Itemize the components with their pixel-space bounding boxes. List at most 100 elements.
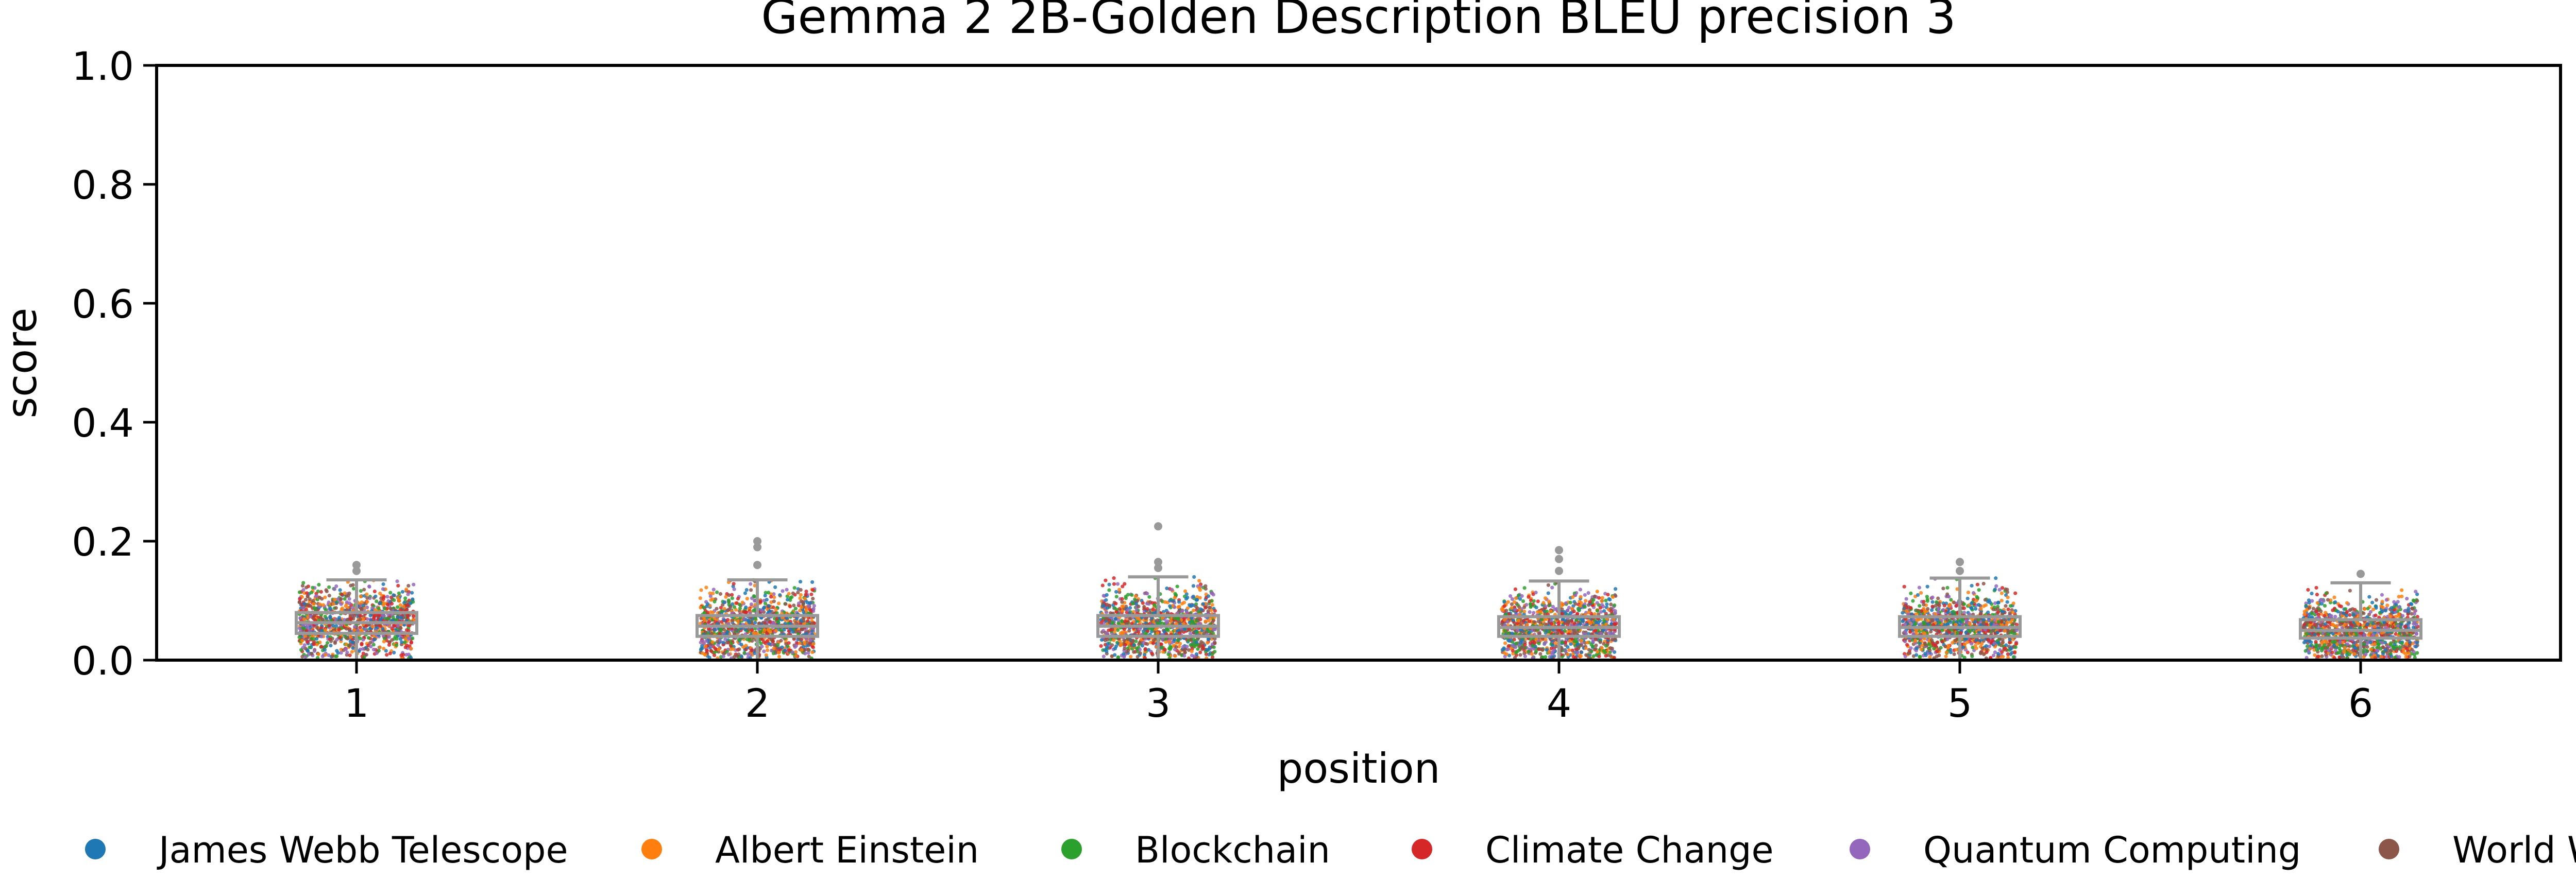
data-point [394, 618, 398, 622]
data-point [700, 644, 704, 648]
data-point [1543, 596, 1548, 600]
data-point [1173, 654, 1177, 658]
data-point [731, 647, 735, 651]
data-point [785, 588, 789, 592]
data-point [1609, 607, 1613, 611]
data-point [1527, 631, 1531, 635]
data-point [718, 592, 723, 596]
data-point [767, 604, 771, 608]
data-point [736, 619, 740, 623]
data-point [752, 631, 756, 635]
data-point [1591, 598, 1596, 602]
data-point [811, 642, 816, 646]
data-point [717, 647, 721, 651]
data-point [400, 590, 405, 594]
data-point [1163, 600, 1167, 604]
data-point [334, 654, 339, 659]
data-point [382, 647, 386, 651]
data-point [715, 590, 719, 594]
data-point [1566, 652, 1570, 657]
data-point [1190, 649, 1194, 653]
data-point [1182, 627, 1187, 631]
outlier-point [1555, 566, 1563, 575]
data-point [1110, 620, 1115, 625]
data-point [1168, 604, 1172, 608]
data-point [1572, 631, 1577, 635]
data-point [406, 652, 411, 657]
data-point [1506, 600, 1510, 604]
data-point [303, 597, 308, 602]
data-point [333, 617, 338, 622]
data-point [297, 590, 302, 594]
data-point [769, 595, 773, 599]
data-point [804, 593, 808, 597]
data-point [1204, 619, 1208, 624]
outlier-point [753, 561, 761, 570]
data-point [768, 620, 772, 624]
data-point [348, 640, 352, 644]
data-point [1564, 649, 1568, 653]
data-point [298, 597, 302, 601]
data-point [1163, 648, 1167, 652]
data-point [792, 586, 796, 590]
data-point [308, 645, 312, 649]
data-point [1141, 601, 1145, 605]
data-point [392, 650, 396, 654]
data-point [778, 593, 782, 597]
data-point [1184, 597, 1189, 601]
data-point [391, 615, 395, 619]
data-point [335, 649, 339, 653]
data-point [752, 594, 756, 598]
data-point [327, 624, 331, 628]
data-point [315, 643, 319, 647]
data-point [798, 641, 802, 645]
data-point [1600, 599, 1604, 603]
data-point [315, 594, 319, 598]
data-point [1117, 588, 1122, 592]
data-point [1937, 653, 1941, 658]
data-point [803, 597, 807, 601]
data-point [331, 654, 335, 659]
data-point [753, 617, 757, 621]
data-point [1502, 646, 1506, 650]
data-point [1137, 605, 1141, 609]
data-point [340, 592, 344, 597]
data-point [1602, 642, 1606, 646]
data-point [1099, 644, 1103, 648]
data-point [1532, 599, 1536, 603]
data-point [351, 583, 355, 587]
data-point [699, 588, 703, 592]
data-point [1131, 601, 1135, 606]
data-point [1580, 650, 1584, 654]
data-point [399, 615, 403, 619]
data-point [706, 627, 711, 631]
data-point [1517, 605, 1521, 609]
data-point [810, 580, 815, 584]
data-point [329, 639, 333, 643]
data-point [705, 649, 709, 653]
data-point [1537, 642, 1541, 646]
data-point [1114, 595, 1118, 599]
data-point [1205, 648, 1209, 652]
data-point [1141, 641, 1146, 645]
data-point [1145, 592, 1149, 596]
data-point [397, 598, 401, 603]
data-point [1176, 617, 1180, 622]
data-point [301, 623, 306, 627]
data-point [370, 625, 375, 629]
data-point [359, 589, 363, 593]
data-point [1156, 631, 1160, 635]
data-point [1535, 610, 1540, 614]
data-point [1510, 597, 1514, 601]
data-point [745, 637, 749, 642]
data-point [798, 609, 802, 613]
data-point [1192, 645, 1197, 649]
data-point [348, 653, 352, 658]
data-point [762, 649, 766, 653]
data-point [765, 631, 769, 636]
data-point [1579, 595, 1583, 599]
box-group [295, 561, 418, 662]
data-point [1210, 591, 1214, 595]
data-point [1592, 594, 1597, 598]
data-point [359, 594, 363, 598]
